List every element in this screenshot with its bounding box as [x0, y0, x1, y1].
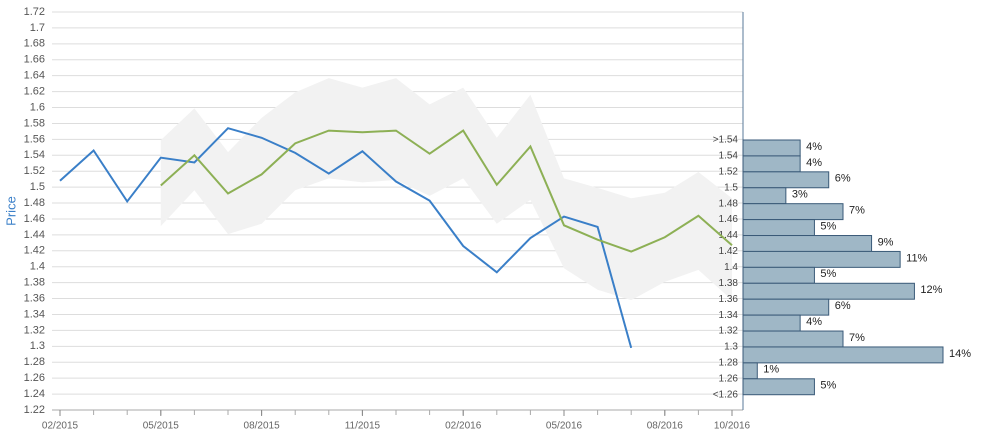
hist-row-label: <1.26	[713, 389, 739, 400]
y-tick-label: 1.3	[30, 340, 45, 352]
hist-bar	[742, 330, 844, 348]
hist-value-label: 14%	[949, 348, 971, 360]
hist-row-label: 1.42	[719, 246, 739, 257]
hist-value-label: 4%	[806, 316, 822, 328]
hist-value-label: 12%	[920, 284, 942, 296]
y-tick-label: 1.62	[24, 86, 45, 98]
hist-row-label: 1.48	[719, 198, 739, 209]
y-tick-label: 1.46	[24, 213, 45, 225]
y-tick-label: 1.42	[24, 245, 45, 257]
hist-bar	[742, 171, 830, 189]
line-series	[160, 129, 733, 253]
y-tick-label: 1.38	[24, 277, 45, 289]
hist-value-label: 4%	[806, 141, 822, 153]
y-tick-label: 1.48	[24, 197, 45, 209]
y-tick-label: 1.7	[30, 22, 45, 34]
hist-value-label: 4%	[806, 157, 822, 169]
hist-bar	[742, 203, 844, 221]
hist-row-label: 1.36	[719, 294, 739, 305]
hist-row-label: 1.3	[724, 342, 738, 353]
y-tick-label: 1.66	[24, 54, 45, 66]
hist-bar	[742, 346, 944, 364]
hist-row-label: 1.46	[719, 214, 739, 225]
x-tick-label: 08/2016	[647, 421, 684, 432]
hist-value-label: 5%	[820, 380, 836, 392]
hist-row-label: 1.28	[719, 358, 739, 369]
y-tick-label: 1.64	[24, 70, 45, 82]
y-tick-label: 1.5	[30, 181, 45, 193]
hist-bar	[742, 362, 758, 380]
y-tick-label: 1.58	[24, 117, 45, 129]
hist-row-label: 1.5	[724, 182, 738, 193]
y-tick-label: 1.4	[30, 261, 45, 273]
x-tick-label: 02/2016	[445, 421, 482, 432]
y-tick-label: 1.22	[24, 404, 45, 416]
hist-row-label: 1.4	[724, 262, 738, 273]
y-tick-label: 1.32	[24, 324, 45, 336]
hist-bar	[742, 187, 787, 205]
y-tick-label: 1.24	[24, 388, 45, 400]
x-tick-label: 05/2016	[546, 421, 583, 432]
y-tick-label: 1.34	[24, 308, 45, 320]
hist-row-label: 1.34	[719, 310, 739, 321]
hist-bar	[742, 139, 801, 157]
hist-value-label: 9%	[878, 236, 894, 248]
hist-row-label: 1.44	[719, 230, 739, 241]
hist-value-label: 6%	[835, 173, 851, 185]
range-band	[160, 78, 733, 301]
y-tick-label: 1.52	[24, 165, 45, 177]
hist-bar	[742, 266, 815, 284]
y-tick-label: 1.26	[24, 372, 45, 384]
hist-bar	[742, 378, 815, 396]
hist-row-label: 1.32	[719, 326, 739, 337]
hist-bar	[742, 298, 830, 316]
hist-value-label: 11%	[906, 252, 927, 264]
y-tick-label: 1.44	[24, 229, 45, 241]
hist-row-label: 1.38	[719, 278, 739, 289]
y-axis-label: Price	[3, 196, 18, 226]
hist-row-label: 1.26	[719, 373, 739, 384]
hist-value-label: 1%	[763, 364, 779, 376]
hist-value-label: 3%	[792, 189, 808, 201]
x-tick-label: 11/2015	[345, 421, 381, 432]
hist-value-label: 7%	[849, 332, 865, 344]
hist-value-label: 5%	[820, 220, 836, 232]
hist-row-label: >1.54	[713, 135, 739, 146]
hist-bar	[742, 282, 915, 300]
x-tick-label: 08/2015	[244, 421, 281, 432]
y-tick-label: 1.56	[24, 133, 45, 145]
y-tick-label: 1.54	[24, 149, 45, 161]
hist-value-label: 6%	[835, 300, 851, 312]
hist-row-label: 1.52	[719, 166, 739, 177]
hist-bar	[742, 219, 815, 237]
y-tick-label: 1.36	[24, 292, 45, 304]
x-tick-label: 10/2016	[714, 421, 751, 432]
y-tick-label: 1.72	[24, 6, 45, 18]
x-tick-label: 02/2015	[42, 421, 79, 432]
x-tick-label: 05/2015	[143, 421, 180, 432]
hist-value-label: 7%	[849, 205, 865, 217]
hist-row-label: 1.54	[719, 151, 739, 162]
hist-bar	[742, 155, 801, 173]
hist-bar	[742, 235, 873, 252]
y-tick-label: 1.68	[24, 38, 45, 50]
y-tick-label: 1.6	[30, 101, 45, 113]
line-series	[59, 127, 633, 349]
hist-value-label: 5%	[820, 268, 836, 280]
hist-bar	[742, 250, 901, 268]
hist-bar	[742, 314, 801, 332]
y-tick-label: 1.28	[24, 356, 45, 368]
